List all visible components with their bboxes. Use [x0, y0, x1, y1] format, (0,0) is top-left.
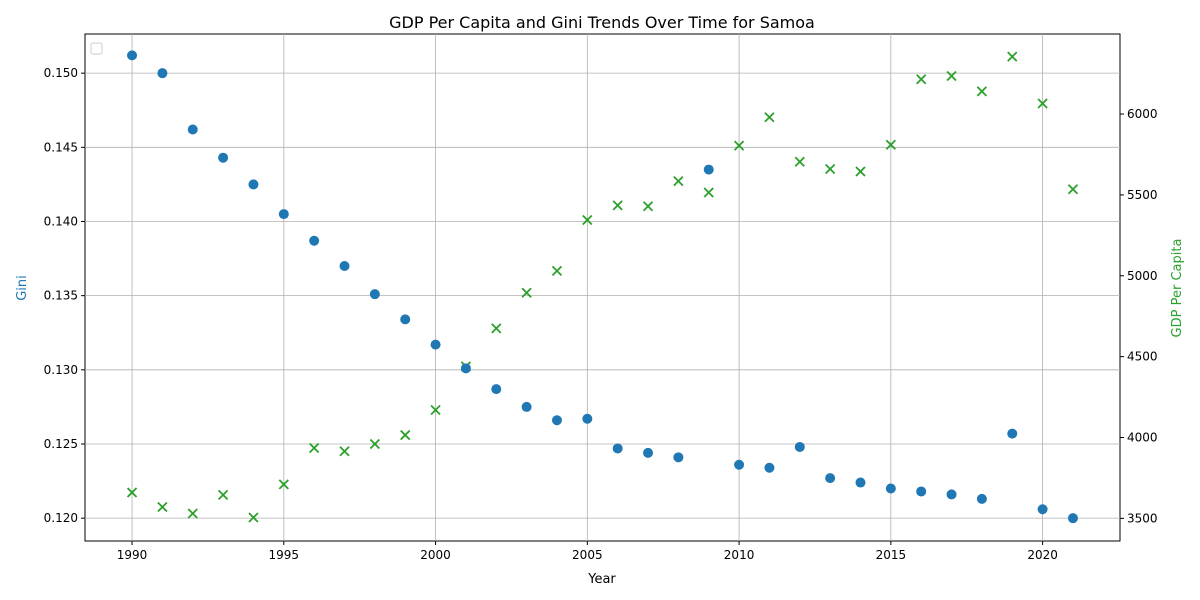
x-tick-label: 2015 — [876, 548, 907, 562]
gdp-point — [187, 508, 198, 519]
gini-point — [248, 179, 259, 190]
gdp-point — [764, 112, 775, 123]
plot-frame — [84, 33, 1121, 542]
gdp-point — [1037, 98, 1048, 109]
gini-point — [612, 443, 623, 454]
x-tick-label: 2005 — [572, 548, 603, 562]
y-left-tick-label: 0.135 — [44, 289, 78, 303]
gini-point — [794, 441, 805, 452]
gini-point — [976, 493, 987, 504]
gdp-point — [521, 287, 532, 298]
gini-point — [460, 363, 471, 374]
gdp-point — [157, 501, 168, 513]
gini-point — [369, 289, 380, 300]
gini-point — [218, 152, 229, 163]
gdp-point — [339, 446, 350, 457]
gdp-point — [491, 323, 502, 334]
gdp-point — [278, 479, 289, 490]
y-right-tick-label: 5000 — [1127, 269, 1158, 283]
gdp-point — [612, 200, 623, 211]
gini-point — [521, 401, 532, 412]
y-axis-left-label: Gini — [15, 275, 30, 301]
gdp-point — [582, 214, 593, 226]
gdp-point — [369, 438, 380, 450]
gdp-point — [794, 156, 805, 167]
grid-lines — [85, 34, 1120, 541]
gdp-point — [217, 489, 229, 501]
y-axis-right-label: GDP Per Capita — [1170, 239, 1185, 338]
gdp-series — [126, 51, 1079, 523]
gdp-point — [946, 70, 957, 82]
gini-point — [187, 124, 198, 135]
x-axis: 1990 1995 2000 2005 2010 2015 2020 — [117, 541, 1058, 562]
y-axis-right: 3500 4000 4500 5000 5500 6000 — [1120, 107, 1158, 525]
y-right-tick-label: 4500 — [1127, 350, 1158, 364]
gini-point — [339, 260, 350, 271]
gdp-point — [825, 163, 836, 175]
gini-point — [855, 477, 866, 488]
gini-point — [551, 415, 562, 426]
gini-series — [127, 50, 1078, 524]
gdp-point — [126, 487, 138, 498]
x-axis-label: Year — [587, 572, 616, 587]
gdp-point — [976, 86, 988, 97]
gdp-point — [703, 187, 714, 198]
gdp-point — [885, 139, 896, 150]
gini-point — [703, 164, 714, 175]
y-left-tick-label: 0.120 — [44, 511, 78, 525]
gdp-point — [1067, 184, 1079, 195]
gdp-point — [855, 166, 866, 177]
y-right-tick-label: 4000 — [1127, 430, 1158, 444]
gdp-point — [916, 74, 927, 85]
gdp-point — [673, 176, 684, 187]
y-left-tick-label: 0.130 — [44, 363, 78, 377]
y-axis-left: 0.120 0.125 0.130 0.135 0.140 0.145 0.150 — [44, 66, 85, 525]
gini-point — [764, 462, 775, 473]
y-left-tick-label: 0.125 — [44, 437, 78, 451]
gdp-point — [400, 429, 411, 441]
y-right-tick-label: 5500 — [1127, 188, 1158, 202]
gini-point — [1007, 428, 1018, 439]
chart-title: GDP Per Capita and Gini Trends Over Time… — [389, 13, 815, 32]
gdp-point — [248, 512, 259, 523]
gdp-point — [309, 442, 320, 454]
gini-point — [309, 235, 320, 246]
gini-point — [885, 483, 896, 494]
gdp-point — [1007, 51, 1018, 62]
gini-point — [946, 489, 957, 500]
gini-point — [400, 314, 411, 325]
gini-point — [157, 68, 168, 79]
gini-point — [825, 473, 836, 484]
gini-point — [734, 459, 745, 470]
gini-point — [1037, 504, 1048, 515]
gini-point — [643, 447, 654, 458]
y-left-tick-label: 0.145 — [44, 140, 78, 154]
y-left-tick-label: 0.150 — [44, 66, 78, 80]
gdp-point — [733, 140, 745, 151]
y-right-tick-label: 3500 — [1127, 511, 1158, 525]
gini-point — [1067, 513, 1078, 524]
gini-point — [673, 452, 684, 463]
gini-point — [491, 384, 502, 395]
gini-point — [278, 209, 289, 220]
legend-box — [90, 42, 103, 55]
gdp-point — [551, 265, 563, 277]
x-tick-label: 1990 — [117, 548, 148, 562]
x-tick-label: 2020 — [1027, 548, 1058, 562]
y-left-tick-label: 0.140 — [44, 214, 78, 228]
x-tick-label: 2000 — [420, 548, 451, 562]
y-right-tick-label: 6000 — [1127, 107, 1158, 121]
gini-point — [582, 413, 593, 424]
x-tick-label: 2010 — [724, 548, 755, 562]
x-tick-label: 1995 — [269, 548, 300, 562]
gini-point — [430, 339, 441, 350]
gini-point — [127, 50, 138, 61]
gdp-point — [642, 201, 654, 212]
gdp-point — [430, 404, 441, 416]
gini-point — [916, 486, 927, 497]
